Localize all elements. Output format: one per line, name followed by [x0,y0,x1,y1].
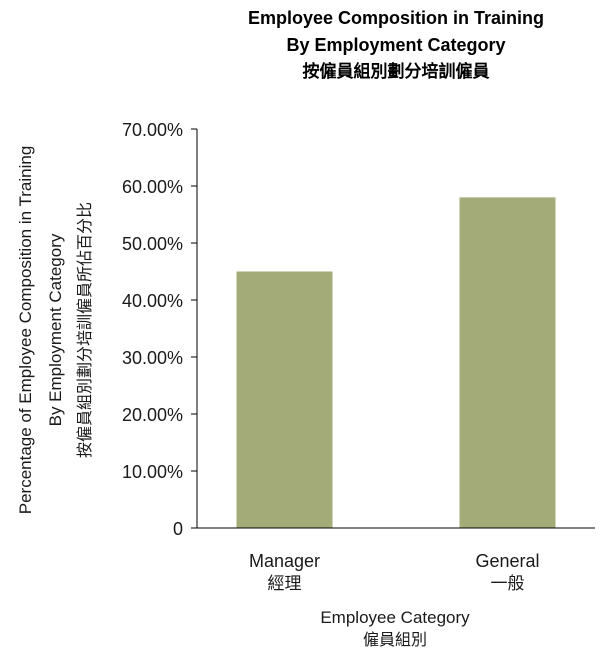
y-axis-label-line-3: 按僱員組別劃分培訓僱員所佔百分比 [75,202,94,458]
y-axis-label: Percentage of Employee Composition in Tr… [16,146,94,515]
y-tick-label: 0 [173,519,183,539]
x-axis-label-line-2: 僱員組別 [363,630,427,649]
x-category-label: Manager [249,551,320,571]
x-axis-label: Employee Category 僱員組別 [320,608,470,649]
y-tick-label: 40.00% [122,291,183,311]
bar-general [459,197,556,528]
bars [236,197,556,528]
x-category-label-cjk: 經理 [268,574,302,594]
x-axis-categories: Manager 經理 General 一般 [249,551,540,594]
y-tick-label: 10.00% [122,462,183,482]
y-axis-label-line-2: By Employment Category [46,233,65,426]
y-axis-ticks: 0 10.00% 20.00% 30.00% 40.00% 50.00% 60.00% 70.… [122,120,197,539]
y-tick-label: 30.00% [122,348,183,368]
x-category-label-cjk: 一般 [491,574,525,594]
chart-title: Employee Composition in Training By Empl… [248,8,544,82]
y-axis-label-line-1: Percentage of Employee Composition in Tr… [16,146,35,515]
x-axis-label-line-1: Employee Category [320,608,470,627]
chart-title-line-2: By Employment Category [286,35,505,55]
bar-manager [236,271,333,528]
chart-title-line-1: Employee Composition in Training [248,8,544,28]
y-tick-label: 50.00% [122,234,183,254]
y-tick-label: 60.00% [122,177,183,197]
x-category-label: General [475,551,539,571]
y-tick-label: 20.00% [122,405,183,425]
chart-title-line-3: 按僱員組別劃分培訓僱員 [303,61,490,82]
y-tick-label: 70.00% [122,120,183,140]
